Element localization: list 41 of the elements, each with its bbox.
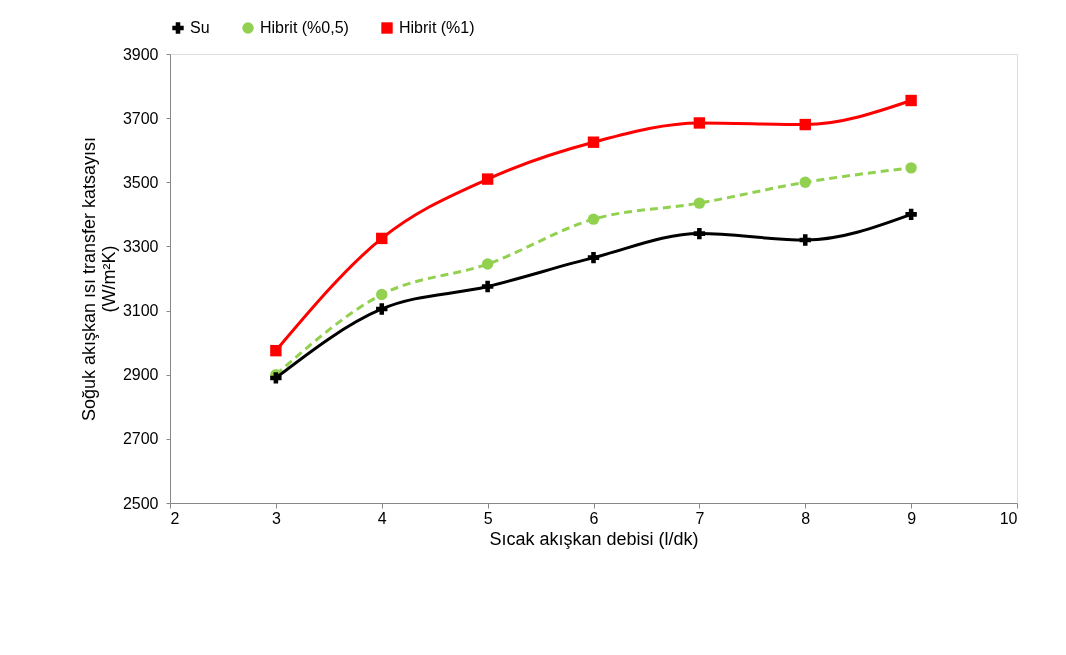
x-tick-label: 9	[907, 509, 917, 527]
point	[481, 280, 494, 293]
point	[905, 208, 917, 221]
x-axis-title: Sıcak akışkan debisi (l/dk)	[489, 528, 699, 549]
point	[481, 173, 494, 185]
x-tick-label: 5	[483, 509, 493, 527]
point	[693, 117, 706, 129]
point	[376, 303, 388, 315]
x-tick-label: 7	[695, 509, 705, 527]
point	[905, 94, 917, 107]
legend-label: Hibrit (%1)	[399, 19, 475, 36]
x-tick-label: 8	[801, 509, 811, 527]
point	[481, 258, 494, 270]
point	[693, 197, 706, 209]
y-tick-label: 2900	[122, 366, 159, 384]
x-tick-label: 6	[589, 509, 599, 527]
point	[799, 176, 811, 188]
y-tick-label: 3100	[122, 302, 159, 320]
x-tick-label: 4	[377, 509, 387, 527]
legend-label: Hibrit (%0,5)	[260, 19, 349, 36]
point	[799, 118, 811, 131]
point	[693, 227, 706, 240]
point	[376, 232, 388, 245]
point	[799, 234, 811, 246]
x-tick-label: 10	[999, 509, 1018, 527]
y-tick-label: 3700	[122, 109, 159, 127]
x-tick-label: 3	[271, 509, 281, 527]
y-tick-label: 2700	[122, 430, 159, 448]
point	[587, 136, 600, 148]
y-axis-title: Soğuk akışkan ısı transfer katsayısı (W/m²K)	[78, 136, 119, 422]
point	[587, 213, 600, 225]
point	[905, 162, 917, 174]
x-tick-label: 2	[170, 509, 180, 527]
point	[376, 288, 388, 301]
y-tick-label: 3900	[122, 45, 159, 63]
y-tick-label: 2500	[122, 494, 159, 512]
point	[587, 251, 600, 264]
y-tick-label: 3500	[122, 173, 159, 191]
y-tick-label: 3300	[122, 237, 159, 255]
legend-label: Su	[190, 19, 210, 36]
point	[270, 344, 282, 357]
